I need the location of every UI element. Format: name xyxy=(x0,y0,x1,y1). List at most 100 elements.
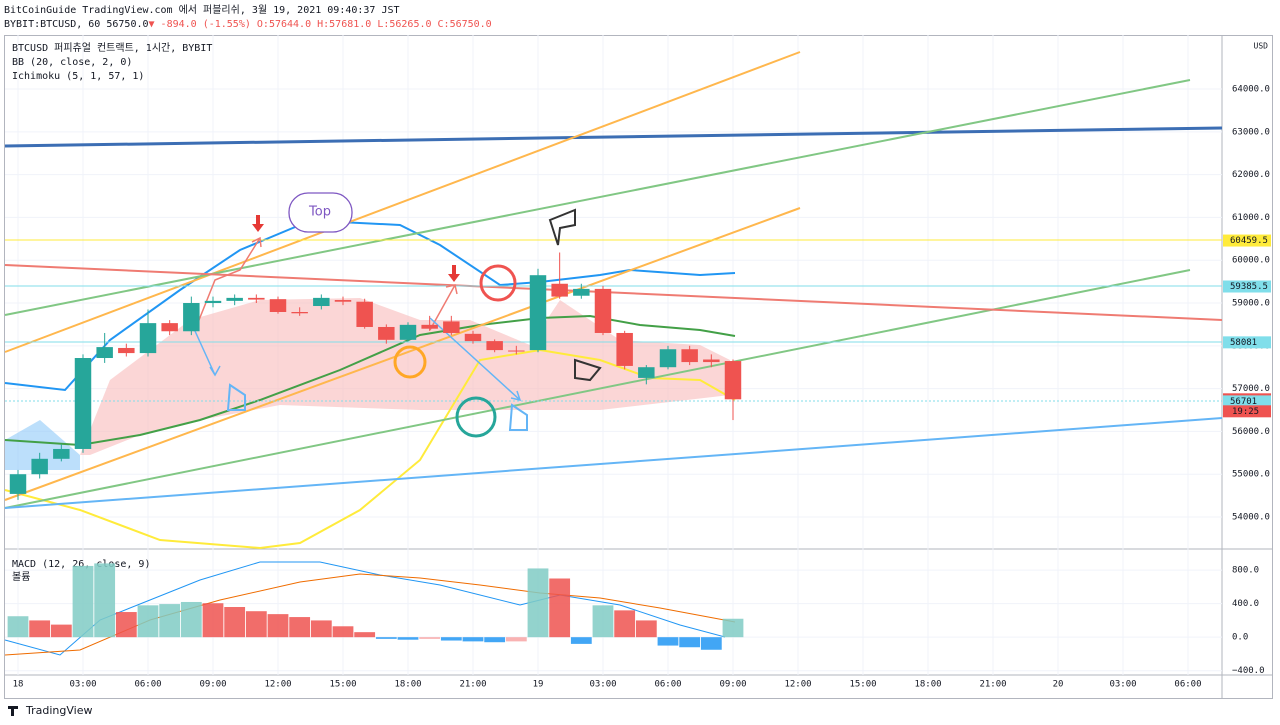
candle-body xyxy=(161,323,178,332)
macd-bar xyxy=(72,565,94,638)
macd-bar xyxy=(289,617,311,638)
annotation: Top xyxy=(308,205,331,220)
y-tick-label: 56000.0 xyxy=(1232,427,1270,437)
countdown: 19:25 xyxy=(1232,407,1259,417)
macd-bar xyxy=(310,620,332,638)
macd-bar xyxy=(375,637,397,639)
candle-body xyxy=(594,288,612,333)
x-tick-label: 06:00 xyxy=(134,680,161,690)
last: 56750.0 xyxy=(106,19,148,30)
macd-bar xyxy=(505,637,527,642)
x-tick-label: 03:00 xyxy=(69,680,96,690)
macd-tick-label: 800.0 xyxy=(1232,566,1259,576)
macd-bar xyxy=(614,610,636,638)
x-tick-label: 21:00 xyxy=(979,680,1006,690)
candle-body xyxy=(248,297,265,300)
candle-body xyxy=(443,321,460,333)
macd-bar xyxy=(137,605,159,638)
candle-body xyxy=(204,300,222,304)
candle-body xyxy=(291,312,308,314)
price-label: 60459.5 xyxy=(1230,236,1268,246)
macd-bar xyxy=(657,637,679,646)
x-tick-label: 06:00 xyxy=(654,680,681,690)
currency: USD xyxy=(1254,42,1269,51)
countdown-bg xyxy=(1223,405,1271,418)
x-tick-label: 12:00 xyxy=(784,680,811,690)
macd-bar xyxy=(332,626,354,638)
candle-body xyxy=(703,359,720,363)
macd-bar xyxy=(180,601,202,638)
candle-body xyxy=(616,332,633,366)
candle-body xyxy=(31,458,48,475)
macd-bar xyxy=(202,603,224,638)
y-tick-label: 61000.0 xyxy=(1232,213,1270,223)
legend-item: BTCUSD 퍼피츄얼 컨트랙트, 1시간, BYBIT xyxy=(12,42,212,54)
macd-bar xyxy=(224,607,246,638)
candle-body xyxy=(139,323,157,354)
macd-bar xyxy=(679,637,701,648)
y-tick-label: 62000.0 xyxy=(1232,170,1270,180)
candle-body xyxy=(9,474,27,494)
x-tick-label: 19 xyxy=(533,680,544,690)
symbol: BYBIT:BTCUSD, 60 xyxy=(4,19,100,30)
macd-bar xyxy=(462,637,484,642)
macd-bar xyxy=(484,637,506,643)
candle-body xyxy=(96,347,113,359)
candle-body xyxy=(724,361,742,400)
candle-body xyxy=(508,350,525,352)
legend-item: Ichimoku (5, 1, 57, 1) xyxy=(12,71,144,82)
candle-body xyxy=(638,367,655,378)
price-label-bg xyxy=(1223,336,1271,349)
candle-body xyxy=(334,300,352,302)
macd-bar xyxy=(94,563,116,638)
macd-bar xyxy=(115,612,137,638)
candle-body xyxy=(659,349,677,368)
y-tick-label: 64000.0 xyxy=(1232,85,1270,95)
macd-bar xyxy=(7,616,29,638)
frame xyxy=(4,35,1273,699)
macd-bar xyxy=(527,568,549,638)
macd-bar xyxy=(29,620,51,638)
x-tick-label: 06:00 xyxy=(1174,680,1201,690)
candle-body xyxy=(74,358,92,449)
candle-body xyxy=(53,448,70,459)
x-tick-label: 21:00 xyxy=(459,680,486,690)
price-label-bg xyxy=(1223,395,1271,408)
x-tick-label: 09:00 xyxy=(719,680,746,690)
macd-title: MACD (12, 26, close, 9) xyxy=(12,559,150,570)
price-label: 58081 xyxy=(1230,338,1257,348)
macd-bar xyxy=(722,618,744,638)
x-tick-label: 18 xyxy=(13,680,24,690)
ohlc: O:57644.0 H:57681.0 L:56265.0 C:56750.0 xyxy=(257,19,492,30)
candle-body xyxy=(573,288,590,296)
x-tick-label: 15:00 xyxy=(329,680,356,690)
header-ohlc: BYBIT:BTCUSD, 60 56750.0▼ -894.0 (-1.55%… xyxy=(4,19,492,30)
y-tick-label: 55000.0 xyxy=(1232,470,1270,480)
y-tick-label: 60000.0 xyxy=(1232,256,1270,266)
macd-bar xyxy=(549,578,571,638)
candle-body xyxy=(378,326,395,340)
candle-body xyxy=(183,303,200,332)
macd-tick-label: 0.0 xyxy=(1232,633,1248,643)
candle-body xyxy=(681,349,698,363)
drawings xyxy=(4,51,1223,656)
macd-bar xyxy=(354,632,376,638)
price-label-bg xyxy=(1223,234,1271,247)
candle-body xyxy=(399,324,417,340)
macd-bar xyxy=(440,637,462,641)
candle-body xyxy=(421,324,438,329)
y-tick-label: 59000.0 xyxy=(1232,299,1270,309)
macd-bar xyxy=(245,611,267,638)
macd-bar xyxy=(419,637,441,639)
y-tick-label: 57000.0 xyxy=(1232,384,1270,394)
candle-body xyxy=(464,333,482,342)
x-tick-label: 15:00 xyxy=(849,680,876,690)
y-tick-label: 54000.0 xyxy=(1232,513,1270,523)
price-label: 59385.5 xyxy=(1230,282,1268,292)
x-tick-label: 18:00 xyxy=(394,680,421,690)
x-tick-label: 09:00 xyxy=(199,680,226,690)
macd-tick-label: 400.0 xyxy=(1232,599,1259,609)
candle-body xyxy=(551,283,568,297)
